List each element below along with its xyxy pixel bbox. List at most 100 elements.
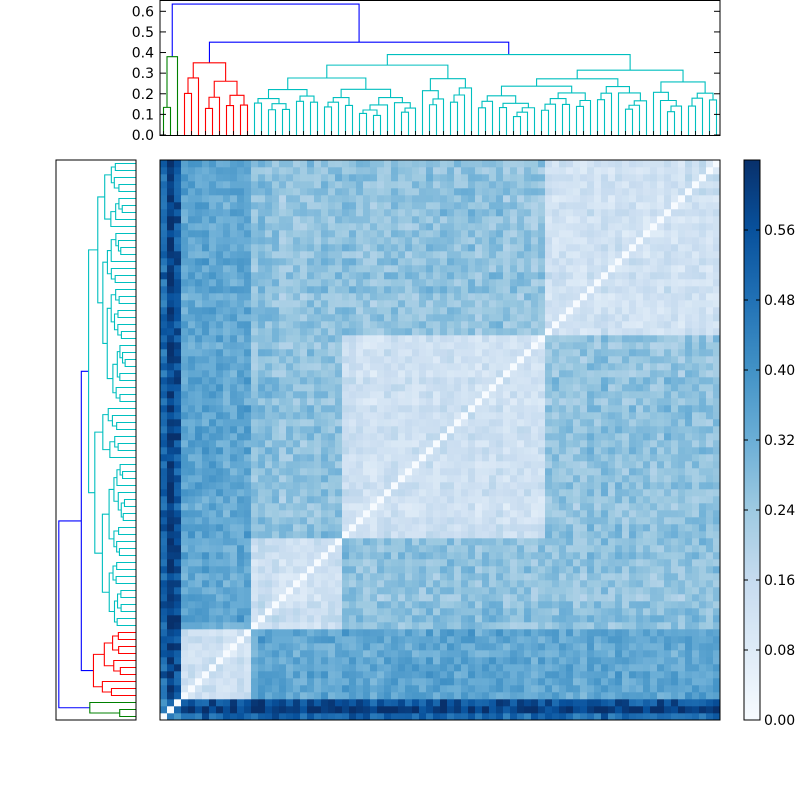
heatmap-cell	[678, 468, 686, 476]
heatmap-cell	[342, 496, 350, 504]
heatmap-cell	[531, 657, 539, 665]
heatmap-cell	[489, 398, 497, 406]
heatmap-cell	[601, 433, 609, 441]
heatmap-cell	[482, 384, 490, 392]
heatmap-cell	[510, 517, 518, 525]
heatmap-cell	[440, 342, 448, 350]
heatmap-cell	[545, 370, 553, 378]
heatmap-cell	[622, 426, 630, 434]
heatmap-cell	[559, 594, 567, 602]
heatmap-cell	[237, 615, 245, 623]
heatmap-cell	[244, 328, 252, 336]
heatmap-cell	[559, 489, 567, 497]
heatmap-cell	[503, 538, 511, 546]
heatmap-cell	[293, 573, 301, 581]
heatmap-cell	[272, 426, 280, 434]
heatmap-cell	[531, 433, 539, 441]
heatmap-cell	[230, 580, 238, 588]
heatmap-cell	[356, 363, 364, 371]
heatmap-cell	[251, 419, 259, 427]
heatmap-cell	[188, 300, 196, 308]
heatmap-cell	[699, 363, 707, 371]
heatmap-cell	[216, 713, 224, 721]
heatmap-cell	[377, 377, 385, 385]
heatmap-cell	[573, 342, 581, 350]
heatmap-cell	[342, 433, 350, 441]
heatmap-cell	[713, 713, 721, 721]
heatmap-cell	[195, 391, 203, 399]
heatmap-cell	[342, 545, 350, 553]
heatmap-cell	[328, 468, 336, 476]
heatmap-cell	[517, 629, 525, 637]
heatmap-cell	[461, 419, 469, 427]
heatmap-cell	[608, 328, 616, 336]
heatmap-cell	[398, 706, 406, 714]
heatmap-cell	[594, 580, 602, 588]
heatmap-cell	[678, 545, 686, 553]
heatmap-cell	[419, 643, 427, 651]
heatmap-cell	[524, 699, 532, 707]
heatmap-cell	[426, 685, 434, 693]
heatmap-cell	[713, 475, 721, 483]
heatmap-cell	[503, 692, 511, 700]
heatmap-cell	[223, 286, 231, 294]
heatmap-cell	[643, 475, 651, 483]
heatmap-cell	[216, 622, 224, 630]
heatmap-cell	[454, 657, 462, 665]
heatmap-cell	[440, 328, 448, 336]
heatmap-cell	[370, 706, 378, 714]
heatmap-cell	[272, 496, 280, 504]
heatmap-cell	[167, 671, 175, 679]
heatmap-cell	[181, 307, 189, 315]
heatmap-cell	[384, 531, 392, 539]
heatmap-cell	[293, 314, 301, 322]
heatmap-cell	[160, 615, 168, 623]
heatmap-cell	[321, 433, 329, 441]
heatmap-cell	[657, 468, 665, 476]
heatmap-cell	[580, 566, 588, 574]
heatmap-cell	[279, 335, 287, 343]
heatmap-cell	[685, 377, 693, 385]
heatmap-cell	[419, 650, 427, 658]
heatmap-cell	[307, 307, 315, 315]
heatmap-cell	[643, 643, 651, 651]
heatmap-cell	[566, 580, 574, 588]
heatmap-cell	[524, 685, 532, 693]
heatmap-cell	[160, 419, 168, 427]
heatmap-cell	[370, 573, 378, 581]
heatmap-cell	[475, 489, 483, 497]
heatmap-cell	[552, 377, 560, 385]
heatmap-cell	[300, 524, 308, 532]
heatmap-cell	[496, 685, 504, 693]
heatmap-cell	[391, 328, 399, 336]
heatmap-cell	[629, 573, 637, 581]
heatmap-cell	[503, 300, 511, 308]
heatmap-cell	[272, 300, 280, 308]
heatmap-cell	[496, 461, 504, 469]
heatmap-cell	[517, 517, 525, 525]
heatmap-cell	[237, 384, 245, 392]
heatmap-cell	[678, 433, 686, 441]
heatmap-cell	[265, 538, 273, 546]
heatmap-cell	[440, 671, 448, 679]
heatmap-cell	[174, 552, 182, 560]
heatmap-cell	[174, 685, 182, 693]
heatmap-cell	[594, 468, 602, 476]
heatmap-cell	[664, 573, 672, 581]
heatmap-cell	[356, 552, 364, 560]
heatmap-cell	[307, 363, 315, 371]
heatmap-cell	[300, 468, 308, 476]
heatmap-cell	[664, 300, 672, 308]
heatmap-cell	[363, 300, 371, 308]
heatmap-cell	[643, 685, 651, 693]
heatmap-cell	[608, 426, 616, 434]
heatmap-cell	[258, 622, 266, 630]
heatmap-cell	[426, 496, 434, 504]
heatmap-cell	[244, 713, 252, 721]
heatmap-cell	[629, 286, 637, 294]
heatmap-cell	[706, 496, 714, 504]
heatmap-cell	[237, 496, 245, 504]
heatmap-cell	[503, 405, 511, 413]
heatmap-cell	[573, 608, 581, 616]
heatmap-cell	[559, 412, 567, 420]
